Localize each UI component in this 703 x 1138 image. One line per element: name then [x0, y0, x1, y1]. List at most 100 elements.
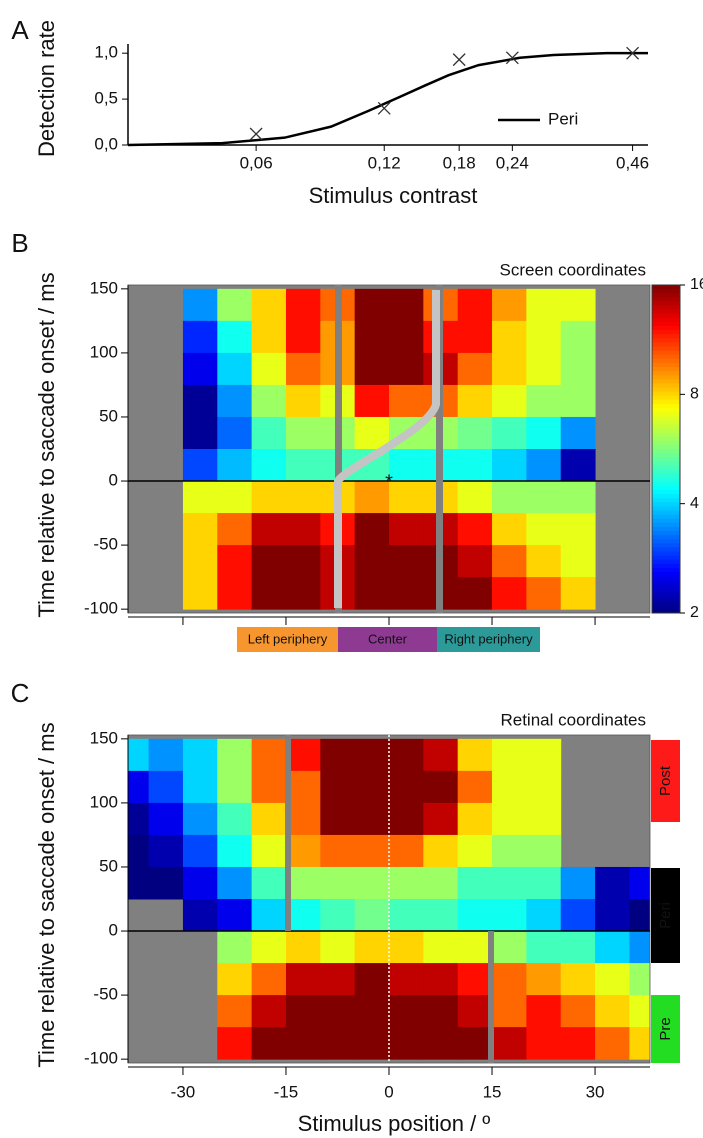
- heat-cell: [560, 1027, 596, 1060]
- heat-cell: [492, 545, 527, 578]
- heat-cell: [182, 545, 218, 578]
- heat-cell: [526, 899, 562, 932]
- heat-cell: [492, 866, 527, 900]
- panel-letter: A: [11, 15, 29, 45]
- x-axis-label: Stimulus position / º: [298, 1111, 491, 1136]
- y-tick-label: -100: [84, 1049, 118, 1068]
- heat-cell: [492, 931, 527, 964]
- heat-cell: [320, 738, 356, 772]
- colorbar-step: [652, 367, 680, 372]
- colorbar-step: [652, 461, 680, 466]
- heat-cell: [629, 866, 650, 900]
- colorbar-step: [652, 334, 680, 339]
- heat-cell: [389, 738, 424, 772]
- heat-cell: [457, 449, 493, 482]
- heat-cell: [526, 320, 562, 354]
- heat-cell: [320, 834, 356, 868]
- heat-cell: [389, 899, 424, 932]
- heat-cell: [389, 545, 424, 578]
- heat-cell: [128, 738, 150, 772]
- colorbar-step: [652, 444, 680, 450]
- heat-cell: [492, 770, 527, 804]
- colorbar-step: [652, 321, 680, 327]
- heat-cell: [354, 320, 390, 354]
- colorbar-step: [652, 346, 680, 352]
- eye-trace: [334, 290, 440, 608]
- heat-cell: [492, 288, 527, 322]
- heat-cell: [251, 802, 287, 836]
- heat-cell: [285, 416, 321, 450]
- heat-cell: [285, 449, 321, 482]
- heat-cell: [354, 834, 390, 868]
- colorbar-step: [652, 395, 680, 401]
- heat-cell: [354, 384, 390, 418]
- heat-cell: [457, 384, 493, 418]
- gray-stripe: [488, 931, 494, 1063]
- region-bar: [437, 627, 540, 652]
- heat-cell: [285, 834, 321, 868]
- heat-cell: [629, 963, 650, 996]
- heat-cell: [423, 738, 459, 772]
- heat-cell: [354, 288, 390, 322]
- heat-cell: [320, 899, 356, 932]
- heat-cell: [217, 995, 253, 1028]
- colorbar-step: [652, 584, 680, 589]
- heat-cell: [629, 1027, 650, 1060]
- colorbar-step: [652, 485, 680, 491]
- heat-cell: [354, 802, 390, 836]
- heat-cell: [595, 995, 630, 1028]
- heat-cell: [560, 899, 596, 932]
- colorbar-step: [652, 547, 680, 552]
- heat-cell: [389, 384, 424, 418]
- x-tick-label: 0,12: [368, 153, 401, 172]
- y-tick-label: 150: [90, 728, 118, 747]
- colorbar-step: [652, 588, 680, 593]
- phase-box: [651, 868, 680, 963]
- heat-cell: [389, 288, 424, 322]
- heat-cell: [128, 866, 150, 900]
- phase-label: Post: [657, 765, 674, 796]
- heat-cell: [526, 288, 562, 322]
- heat-cell: [389, 963, 424, 996]
- y-tick-label: -50: [93, 535, 118, 554]
- colorbar-step: [652, 539, 680, 544]
- colorbar-step: [652, 309, 680, 315]
- heat-cell: [182, 802, 218, 836]
- heat-cell: [595, 866, 630, 900]
- heat-cell: [285, 481, 321, 514]
- heat-cell: [526, 802, 562, 836]
- heat-cell: [354, 899, 390, 932]
- x-tick-label: 0,46: [616, 153, 649, 172]
- y-tick-label: -50: [93, 985, 118, 1004]
- heat-cell: [354, 770, 390, 804]
- colorbar-step: [652, 502, 680, 507]
- heat-cell: [251, 834, 287, 868]
- heat-cell: [148, 834, 184, 868]
- colorbar-step: [652, 317, 680, 323]
- heat-cell: [182, 513, 218, 546]
- heat-cell: [457, 481, 493, 514]
- heat-cell: [285, 866, 321, 900]
- colorbar-step: [652, 469, 680, 475]
- heat-cell: [217, 770, 253, 804]
- colorbar-step: [652, 313, 680, 319]
- colorbar-step: [652, 408, 680, 413]
- colorbar-step: [652, 535, 680, 540]
- y-tick-label: 100: [90, 792, 118, 811]
- colorbar-step: [652, 518, 680, 524]
- heat-cell: [457, 416, 493, 450]
- colorbar-step: [652, 354, 680, 360]
- heat-cell: [457, 513, 493, 546]
- heat-cell: [457, 963, 493, 996]
- heat-cell: [251, 449, 287, 482]
- panel-letter: C: [11, 678, 30, 708]
- heat-cell: [285, 320, 321, 354]
- heat-cell: [217, 963, 253, 996]
- colorbar-step: [652, 465, 680, 470]
- heat-cell: [526, 931, 562, 964]
- fixation-star: *: [385, 471, 393, 493]
- colorbar-step: [652, 424, 680, 429]
- heat-cell: [560, 577, 596, 610]
- colorbar-step: [652, 604, 680, 610]
- data-point: [626, 46, 640, 60]
